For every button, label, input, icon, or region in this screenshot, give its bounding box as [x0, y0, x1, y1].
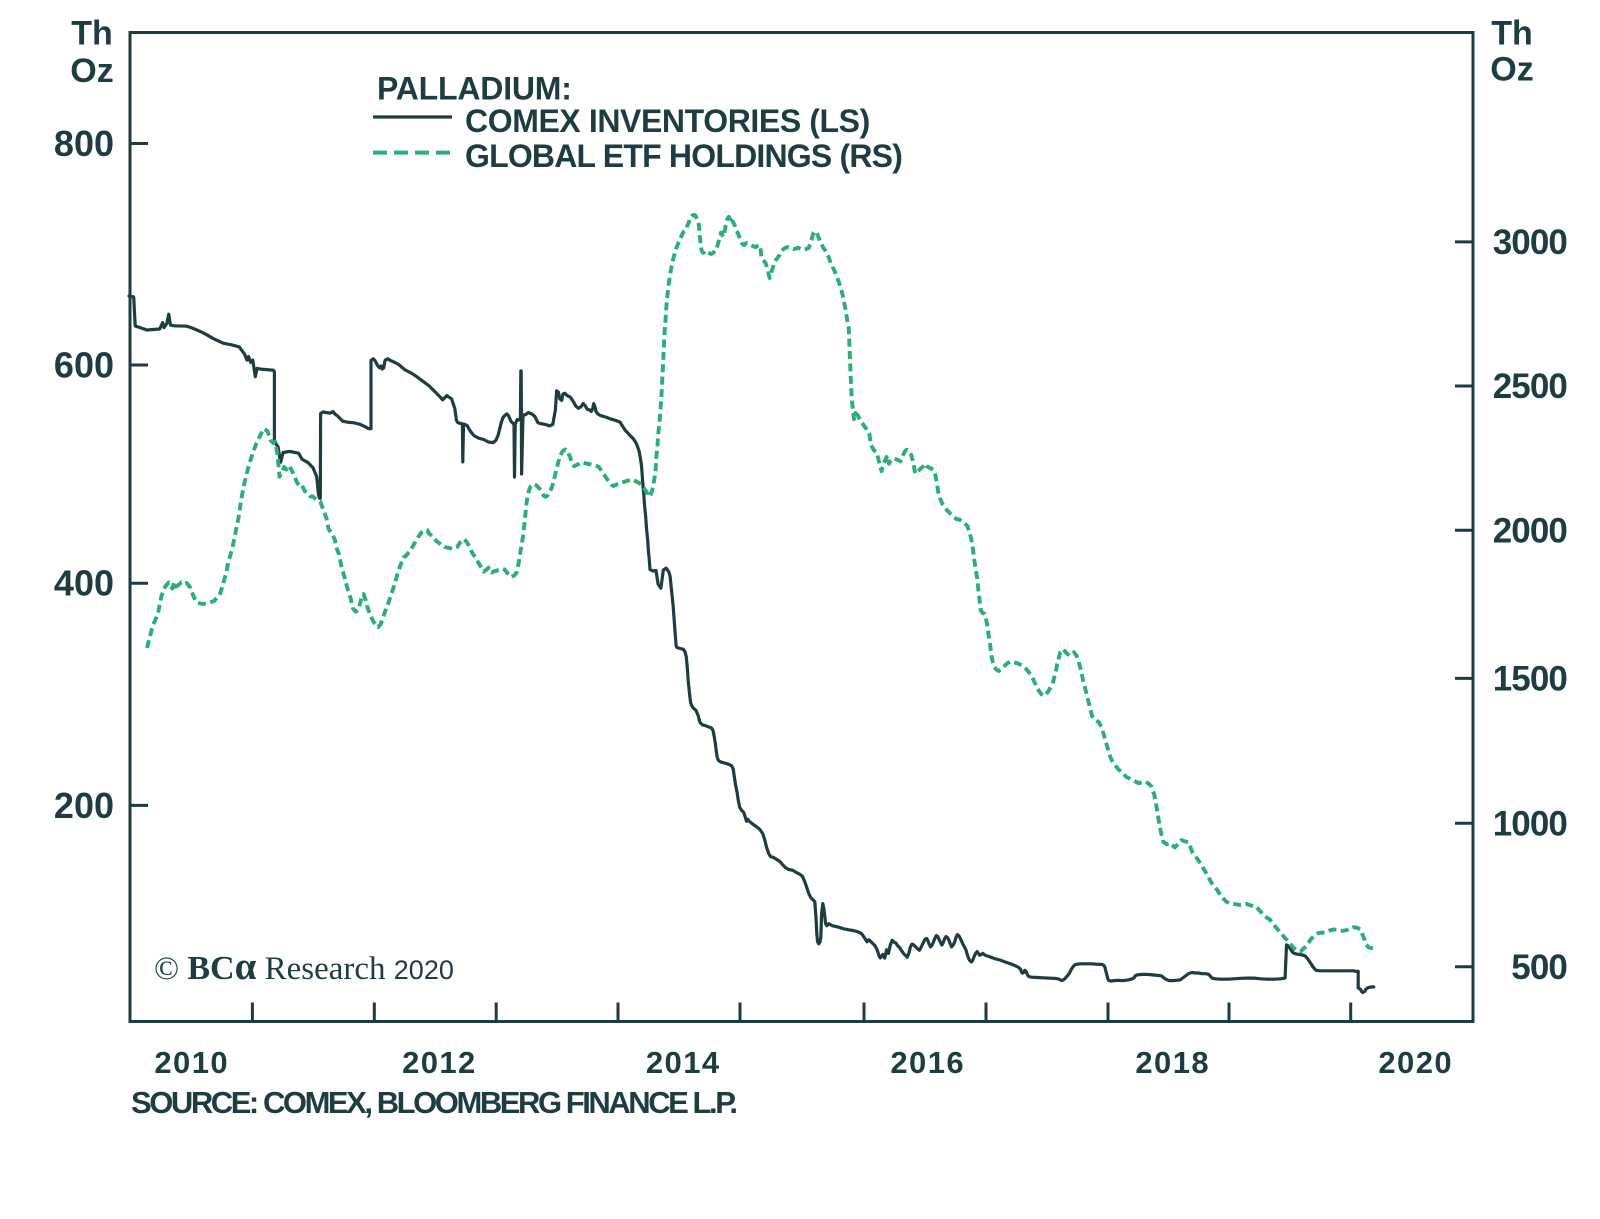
svg-text:500: 500	[1511, 948, 1567, 987]
svg-text:2014: 2014	[646, 1045, 721, 1080]
svg-text:3000: 3000	[1493, 223, 1568, 262]
svg-text:Oz: Oz	[1490, 51, 1533, 89]
svg-text:PALLADIUM:: PALLADIUM:	[377, 70, 572, 106]
svg-text:2012: 2012	[402, 1045, 477, 1080]
svg-text:1000: 1000	[1493, 804, 1568, 843]
svg-text:© BCα Research 2020: © BCα Research 2020	[154, 945, 454, 988]
svg-text:GLOBAL ETF HOLDINGS (RS): GLOBAL ETF HOLDINGS (RS)	[465, 138, 902, 174]
svg-text:SOURCE: COMEX, BLOOMBERG FINAN: SOURCE: COMEX, BLOOMBERG FINANCE L.P.	[131, 1085, 736, 1120]
svg-text:Th: Th	[1491, 15, 1533, 53]
svg-text:2020: 2020	[1378, 1045, 1453, 1080]
svg-text:2018: 2018	[1135, 1045, 1210, 1080]
svg-text:2016: 2016	[890, 1045, 965, 1080]
svg-text:COMEX INVENTORIES (LS): COMEX INVENTORIES (LS)	[465, 103, 870, 139]
svg-text:Oz: Oz	[70, 52, 113, 90]
svg-text:2000: 2000	[1493, 511, 1568, 550]
svg-text:2500: 2500	[1493, 367, 1568, 406]
svg-text:Th: Th	[71, 15, 113, 53]
svg-text:200: 200	[54, 785, 114, 826]
svg-text:600: 600	[54, 344, 114, 385]
svg-text:1500: 1500	[1493, 660, 1568, 699]
svg-text:800: 800	[54, 123, 114, 164]
svg-text:400: 400	[54, 563, 114, 604]
svg-text:2010: 2010	[154, 1045, 229, 1080]
